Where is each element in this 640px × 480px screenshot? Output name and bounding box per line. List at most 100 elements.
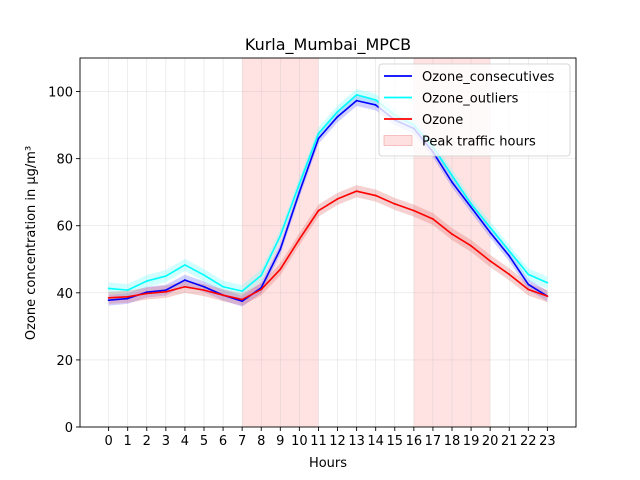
series-band-1	[108, 88, 548, 298]
series-0-point-2	[145, 291, 148, 294]
series-0-point-13	[355, 99, 358, 102]
series-line-1	[108, 94, 548, 292]
series-2-point-6	[222, 294, 224, 297]
series-2-point-1	[126, 295, 129, 298]
series-1-point-2	[145, 280, 148, 282]
x-tick-label: 18	[444, 434, 461, 449]
x-tick-label: 3	[162, 434, 170, 449]
series-0-point-22	[527, 283, 530, 286]
series-1-point-10	[298, 182, 301, 185]
series-0-point-20	[489, 231, 492, 234]
x-tick-label: 21	[501, 434, 518, 449]
series-1-point-5	[203, 274, 205, 276]
legend-label: Peak traffic hours	[422, 135, 536, 150]
x-tick-label: 9	[276, 434, 284, 449]
series-0-point-14	[374, 104, 377, 106]
series-2-point-18	[451, 233, 453, 236]
series-0-point-3	[164, 289, 167, 292]
y-tick-label: 40	[56, 287, 73, 302]
series-0-point-10	[298, 191, 301, 194]
x-tick-label: 1	[124, 434, 132, 449]
series-2-point-5	[203, 289, 205, 292]
series-1-point-14	[374, 99, 377, 101]
x-tick-label: 7	[238, 434, 246, 449]
x-tick-label: 15	[386, 434, 403, 449]
series-2-point-15	[393, 203, 396, 205]
series-1-point-6	[222, 285, 224, 288]
series-1-point-8	[260, 274, 263, 277]
series-line-0	[108, 99, 548, 303]
legend-box	[378, 63, 571, 157]
series-0-point-1	[126, 297, 129, 300]
series-1-point-4	[184, 264, 186, 266]
y-tick-label: 100	[48, 86, 73, 101]
series-1-point-3	[164, 275, 167, 277]
series-0-point-19	[470, 206, 472, 209]
x-tick-label: 20	[482, 434, 499, 449]
x-tick-label: 2	[143, 434, 151, 449]
series-0-point-11	[317, 137, 320, 140]
x-tick-label: 6	[219, 434, 227, 449]
y-tick-label: 80	[56, 153, 73, 168]
y-axis-label: Ozone concentration in µg/m³	[24, 146, 39, 340]
series-1-point-12	[336, 110, 339, 113]
legend-label: Ozone_consecutives	[422, 70, 555, 85]
series-0-point-21	[508, 255, 511, 257]
series-2-point-4	[184, 285, 186, 288]
series-2-point-12	[336, 197, 339, 200]
series-2-point-14	[374, 194, 377, 197]
y-tick-label: 20	[56, 354, 73, 369]
x-tick-label: 10	[291, 434, 308, 449]
series-0-point-12	[336, 115, 339, 118]
series-2-point-21	[508, 273, 511, 276]
series-2-point-22	[527, 288, 530, 291]
x-tick-label: 0	[104, 434, 112, 449]
series-2-point-8	[260, 288, 263, 291]
x-tick-label: 11	[310, 434, 327, 449]
series-0-point-4	[184, 279, 186, 281]
series-2-point-10	[298, 238, 301, 241]
x-tick-label: 4	[181, 434, 189, 449]
legend-label: Ozone_outliers	[422, 92, 519, 107]
series-2-point-3	[164, 290, 167, 293]
series-1-point-21	[508, 249, 511, 252]
series-1-point-22	[527, 273, 530, 276]
series-2-point-7	[241, 298, 244, 301]
legend: Ozone_consecutives Ozone_outliers Ozone Pea…	[378, 63, 571, 157]
series-1-point-1	[126, 289, 129, 292]
series-2-point-16	[412, 209, 415, 212]
shaded-region-0	[242, 58, 319, 427]
series-1-point-23	[546, 281, 549, 284]
series-2-point-9	[279, 268, 282, 271]
series-1-point-9	[279, 234, 282, 237]
series-0-point-18	[451, 181, 453, 184]
series-2-point-11	[317, 209, 320, 212]
series-1-point-18	[451, 174, 453, 177]
x-tick-label: 13	[348, 434, 365, 449]
series-0-point-0	[107, 299, 110, 302]
series-1-point-7	[241, 290, 244, 293]
legend-swatch-patch	[383, 135, 413, 146]
x-tick-label: 12	[329, 434, 346, 449]
series-0-point-7	[241, 300, 244, 303]
y-tick-label: 60	[56, 220, 73, 235]
x-axis-label: Hours	[309, 456, 347, 471]
x-tick-label: 16	[406, 434, 423, 449]
series-2-point-23	[546, 295, 549, 298]
x-tick-label: 17	[425, 434, 442, 449]
series-0-point-9	[279, 248, 282, 251]
series-1-point-13	[355, 94, 358, 96]
plot-frame	[79, 57, 577, 428]
x-tick-label: 5	[200, 434, 208, 449]
series-2-point-20	[489, 260, 492, 262]
x-tick-label: 14	[367, 434, 384, 449]
series-2-point-19	[470, 244, 472, 247]
x-tick-label: 19	[463, 434, 480, 449]
series-1-point-19	[470, 203, 472, 205]
series-2-point-0	[107, 296, 110, 299]
x-tick-label: 22	[520, 434, 537, 449]
series-1-point-0	[107, 287, 110, 290]
series-0-point-5	[203, 285, 205, 288]
legend-label: Ozone	[422, 113, 463, 128]
